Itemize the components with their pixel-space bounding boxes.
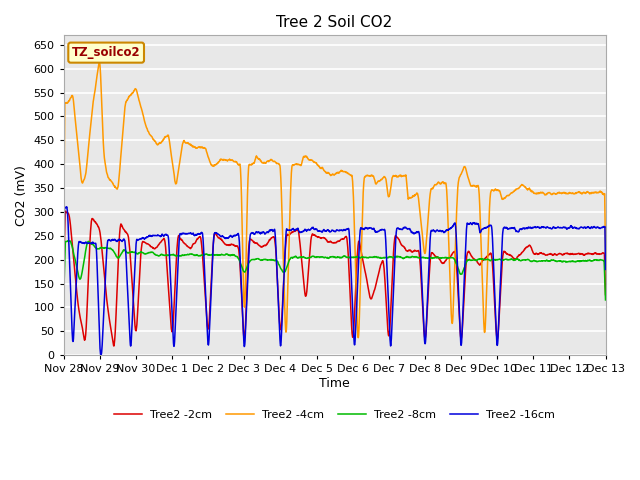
Line: Tree2 -4cm: Tree2 -4cm xyxy=(64,61,605,337)
X-axis label: Time: Time xyxy=(319,377,350,390)
Tree2 -2cm xyxy=(88,217,95,223)
Tree2 -16cm xyxy=(97,352,105,358)
Line: Tree2 -16cm: Tree2 -16cm xyxy=(64,207,605,355)
Tree2 -4cm xyxy=(602,251,609,257)
Tree2 -8cm xyxy=(60,295,68,301)
Line: Tree2 -8cm: Tree2 -8cm xyxy=(64,240,605,300)
Tree2 -2cm xyxy=(60,280,68,286)
Tree2 -2cm xyxy=(324,239,332,245)
Tree2 -8cm xyxy=(64,238,72,243)
Tree2 -16cm xyxy=(310,225,317,231)
Tree2 -2cm xyxy=(586,251,594,257)
Tree2 -16cm xyxy=(586,226,594,231)
Tree2 -8cm xyxy=(602,297,609,303)
Y-axis label: CO2 (mV): CO2 (mV) xyxy=(15,165,28,226)
Tree2 -8cm xyxy=(487,258,495,264)
Tree2 -16cm xyxy=(63,204,70,210)
Tree2 -16cm xyxy=(88,240,95,246)
Tree2 -16cm xyxy=(324,227,332,233)
Tree2 -2cm xyxy=(602,292,609,298)
Tree2 -4cm xyxy=(487,189,495,195)
Tree2 -8cm xyxy=(88,241,95,247)
Tree2 -16cm xyxy=(60,279,68,285)
Tree2 -2cm xyxy=(310,232,317,238)
Tree2 -4cm xyxy=(60,226,68,232)
Title: Tree 2 Soil CO2: Tree 2 Soil CO2 xyxy=(276,15,393,30)
Tree2 -2cm xyxy=(61,208,69,214)
Tree2 -4cm xyxy=(324,169,332,175)
Tree2 -16cm xyxy=(586,226,594,231)
Legend: Tree2 -2cm, Tree2 -4cm, Tree2 -8cm, Tree2 -16cm: Tree2 -2cm, Tree2 -4cm, Tree2 -8cm, Tree… xyxy=(109,406,560,424)
Tree2 -4cm xyxy=(88,116,95,121)
Tree2 -4cm xyxy=(95,59,103,64)
Tree2 -4cm xyxy=(586,191,594,196)
Tree2 -4cm xyxy=(586,190,594,196)
Tree2 -8cm xyxy=(309,253,317,259)
Tree2 -2cm xyxy=(487,251,495,256)
Tree2 -4cm xyxy=(355,335,362,340)
Tree2 -8cm xyxy=(586,257,594,263)
Tree2 -16cm xyxy=(487,222,495,228)
Tree2 -8cm xyxy=(586,257,594,263)
Line: Tree2 -2cm: Tree2 -2cm xyxy=(64,211,605,346)
Tree2 -16cm xyxy=(602,266,609,272)
Text: TZ_soilco2: TZ_soilco2 xyxy=(72,46,140,59)
Tree2 -2cm xyxy=(586,251,594,256)
Tree2 -2cm xyxy=(110,343,118,349)
Tree2 -4cm xyxy=(309,158,317,164)
Tree2 -8cm xyxy=(324,254,332,260)
